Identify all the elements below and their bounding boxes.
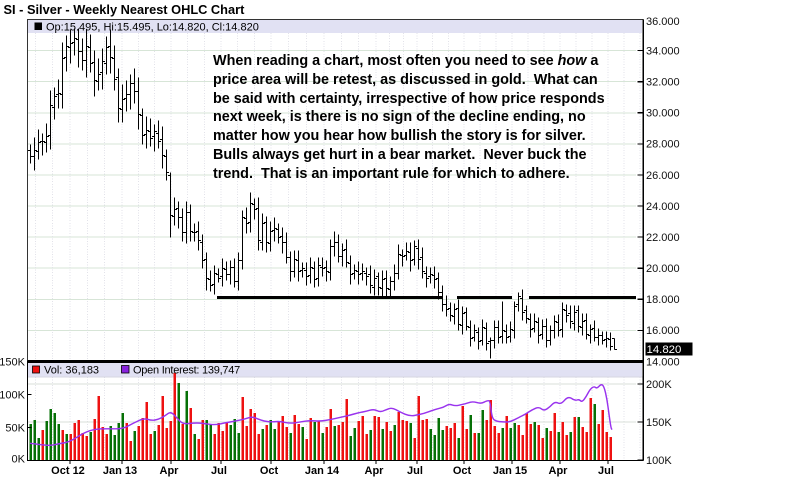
svg-text:Jan 15: Jan 15 <box>493 465 527 477</box>
svg-text:0K: 0K <box>12 453 26 465</box>
svg-text:Apr: Apr <box>160 465 180 477</box>
svg-text:26.000: 26.000 <box>646 170 680 182</box>
svg-text:14.000: 14.000 <box>646 356 680 368</box>
svg-text:Oct 12: Oct 12 <box>51 465 85 477</box>
svg-text:Oct: Oct <box>260 465 279 477</box>
svg-text:22.000: 22.000 <box>646 232 680 244</box>
svg-text:Vol: 36,183: Vol: 36,183 <box>44 365 99 377</box>
svg-text:20.000: 20.000 <box>646 263 680 275</box>
svg-text:Jul: Jul <box>407 465 423 477</box>
svg-text:34.000: 34.000 <box>646 45 680 57</box>
svg-text:Open Interest: 139,747: Open Interest: 139,747 <box>133 365 240 377</box>
svg-text:150K: 150K <box>646 417 672 429</box>
svg-text:100K: 100K <box>0 389 26 401</box>
svg-text:28.000: 28.000 <box>646 139 680 151</box>
svg-text:36.000: 36.000 <box>646 16 680 28</box>
svg-text:200K: 200K <box>646 379 672 391</box>
svg-text:Jan 13: Jan 13 <box>103 465 137 477</box>
svg-text:18.000: 18.000 <box>646 294 680 306</box>
svg-text:24.000: 24.000 <box>646 201 680 213</box>
svg-text:Apr: Apr <box>549 465 569 477</box>
svg-text:Jul: Jul <box>211 465 227 477</box>
svg-text:Op:15.495, Hi:15.495, Lo:14.82: Op:15.495, Hi:15.495, Lo:14.820, Cl:14.8… <box>46 22 259 34</box>
svg-text:100K: 100K <box>646 455 672 467</box>
svg-text:16.000: 16.000 <box>646 325 680 337</box>
svg-text:50K: 50K <box>5 422 25 434</box>
svg-text:Jan 14: Jan 14 <box>305 465 340 477</box>
svg-text:Apr: Apr <box>365 465 385 477</box>
svg-text:14.820: 14.820 <box>647 344 682 356</box>
svg-text:Oct: Oct <box>453 465 472 477</box>
svg-text:30.000: 30.000 <box>646 108 680 120</box>
svg-text:32.000: 32.000 <box>646 77 680 89</box>
svg-text:150K: 150K <box>0 356 26 368</box>
svg-text:Jul: Jul <box>598 465 614 477</box>
